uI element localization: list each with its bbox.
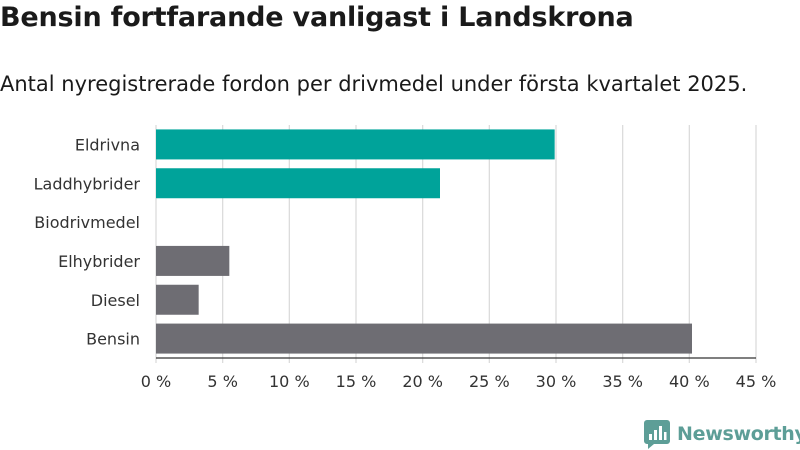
x-tick-label: 5 % — [207, 372, 237, 391]
x-tick-label: 15 % — [336, 372, 377, 391]
x-tick-label: 0 % — [141, 372, 171, 391]
x-tick-label: 30 % — [536, 372, 577, 391]
y-category-label: Diesel — [91, 291, 140, 310]
chart-title: Bensin fortfarande vanligast i Landskron… — [0, 2, 634, 33]
x-tick-label: 25 % — [469, 372, 510, 391]
y-category-label: Laddhybrider — [34, 174, 141, 193]
y-category-label: Eldrivna — [75, 135, 140, 154]
x-tick-label: 45 % — [736, 372, 777, 391]
bar-chart-logo-icon — [644, 419, 670, 449]
y-category-label: Elhybrider — [58, 252, 140, 271]
y-category-label: Biodrivmedel — [34, 213, 140, 232]
brand-logo: Newsworthy — [644, 419, 800, 449]
brand-name: Newsworthy — [677, 423, 800, 445]
chart-subtitle: Antal nyregistrerade fordon per drivmede… — [0, 72, 748, 96]
x-tick-label: 20 % — [402, 372, 443, 391]
y-category-label: Bensin — [86, 330, 140, 349]
x-tick-label: 35 % — [602, 372, 643, 391]
bar — [156, 245, 230, 276]
x-tick-label: 10 % — [269, 372, 310, 391]
bar — [156, 284, 199, 315]
bar — [156, 168, 440, 199]
bar — [156, 323, 692, 354]
bar — [156, 129, 555, 160]
x-tick-label: 40 % — [669, 372, 710, 391]
